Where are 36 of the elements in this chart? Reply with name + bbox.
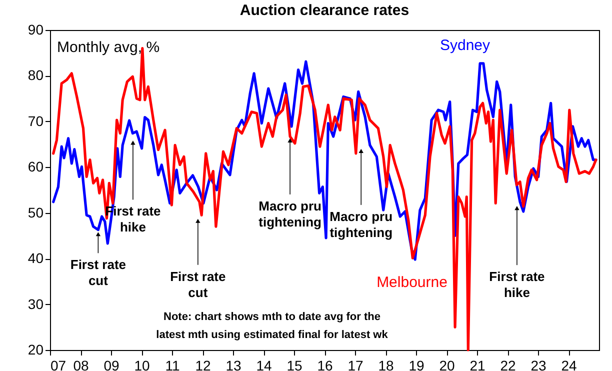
y-tick-label: 50	[28, 204, 44, 220]
annotation: Note: chart shows mth to date avg for the latest mth using estimated final for latest wk	[156, 311, 389, 341]
x-tick-label: 19	[408, 358, 424, 371]
chart-title: Auction clearance rates	[240, 2, 410, 19]
y-tick-label: 60	[28, 158, 44, 175]
y-tick-label: 70	[28, 112, 44, 129]
x-tick-label: 18	[378, 358, 394, 371]
series-label: Melbourne	[376, 274, 448, 291]
annotation: First rate cut	[170, 268, 226, 300]
x-tick-label: 17	[348, 358, 364, 371]
x-tick-label: 23	[530, 358, 546, 371]
x-tick-label: 13	[226, 358, 242, 371]
x-tick-label: 09	[104, 358, 120, 371]
x-tick-label: 24	[561, 358, 577, 371]
y-tick-label: 40	[28, 250, 44, 266]
y-axis-title: Monthly avg, %	[57, 39, 160, 56]
x-tick-label: 22	[500, 358, 516, 371]
annotation: Macro pru tightening	[258, 198, 322, 230]
x-tick-label: 15	[286, 358, 302, 371]
x-tick-label: 20	[439, 358, 455, 371]
annotation: Macro pru tightening	[330, 208, 393, 240]
x-tick-label: 12	[195, 358, 211, 371]
annotation: First rate cut	[70, 257, 126, 288]
x-tick-label: 07	[50, 358, 66, 371]
x-tick-label: 08	[73, 358, 89, 371]
annotation: First rate hike	[489, 269, 545, 300]
x-tick-label: 16	[317, 358, 333, 371]
y-tick-label: 20	[28, 342, 44, 358]
x-tick-label: 14	[256, 358, 272, 371]
x-tick-label: 21	[470, 358, 486, 371]
series-label: Sydney	[440, 37, 491, 54]
x-tick-label: 10	[134, 358, 150, 371]
y-tick-label: 30	[28, 296, 44, 312]
y-tick-label: 90	[28, 22, 44, 38]
y-tick-label: 80	[28, 67, 44, 84]
x-tick-label: 11	[165, 358, 180, 371]
